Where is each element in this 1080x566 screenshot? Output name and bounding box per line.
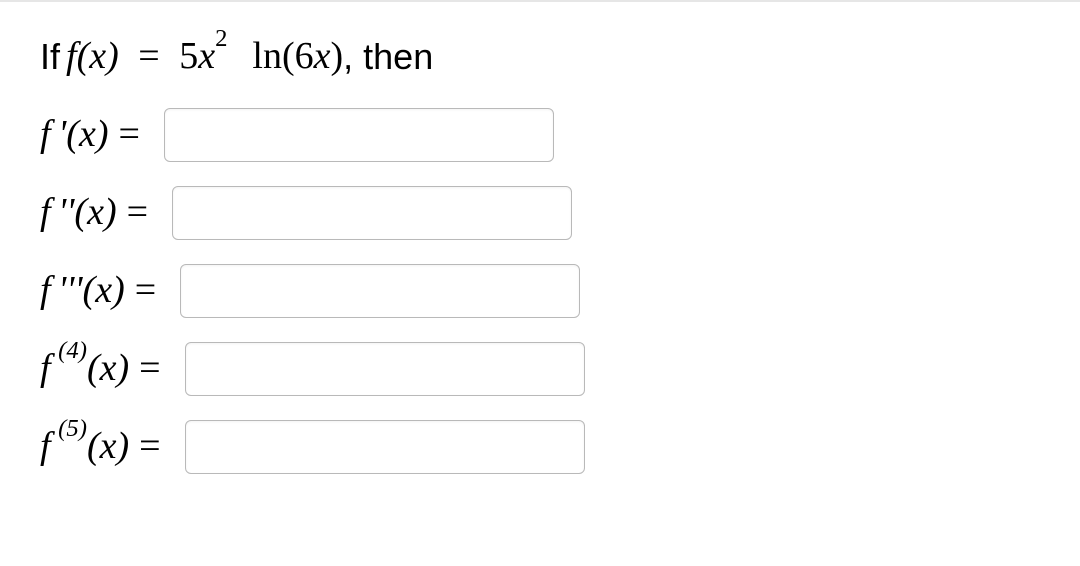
answer-input-1[interactable] bbox=[164, 108, 554, 162]
derivative-label: f (5)(x) bbox=[40, 424, 129, 470]
equals-sign: = bbox=[138, 35, 159, 77]
derivative-label: f (4)(x) bbox=[40, 346, 129, 392]
derivative-row: f '(x)= bbox=[40, 108, 1080, 162]
var-x: x bbox=[198, 35, 215, 77]
ln-label: ln bbox=[252, 35, 282, 77]
derivative-label: f ''(x) bbox=[40, 190, 117, 236]
prompt-prefix: If bbox=[40, 35, 60, 78]
coeff-5: 5 bbox=[179, 35, 198, 77]
equals-sign: = bbox=[135, 268, 156, 314]
derivative-label: f '''(x) bbox=[40, 268, 125, 314]
answer-input-2[interactable] bbox=[172, 186, 572, 240]
derivative-row: f (4)(x)= bbox=[40, 342, 1080, 396]
prompt-suffix: , then bbox=[343, 35, 433, 78]
equals-sign: = bbox=[127, 190, 148, 236]
question-page: If f(x) = 5x2 ln(6x) , then f '(x)=f ''(… bbox=[0, 0, 1080, 566]
equals-sign: = bbox=[118, 112, 139, 158]
ln-coeff: 6 bbox=[295, 35, 314, 77]
derivative-row: f ''(x)= bbox=[40, 186, 1080, 240]
derivative-row: f (5)(x)= bbox=[40, 420, 1080, 474]
prompt-line: If f(x) = 5x2 ln(6x) , then bbox=[40, 34, 1080, 80]
equals-sign: = bbox=[139, 346, 160, 392]
answer-input-5[interactable] bbox=[185, 420, 585, 474]
lhs-fx: f(x) bbox=[66, 35, 119, 77]
derivative-label: f '(x) bbox=[40, 112, 108, 158]
prompt-math: f(x) = 5x2 ln(6x) bbox=[66, 34, 343, 80]
ln-var: x bbox=[314, 35, 331, 77]
answer-input-3[interactable] bbox=[180, 264, 580, 318]
exp-2: 2 bbox=[215, 25, 227, 52]
answer-input-4[interactable] bbox=[185, 342, 585, 396]
derivative-rows: f '(x)=f ''(x)=f '''(x)=f (4)(x)=f (5)(x… bbox=[40, 108, 1080, 474]
equals-sign: = bbox=[139, 424, 160, 470]
derivative-row: f '''(x)= bbox=[40, 264, 1080, 318]
